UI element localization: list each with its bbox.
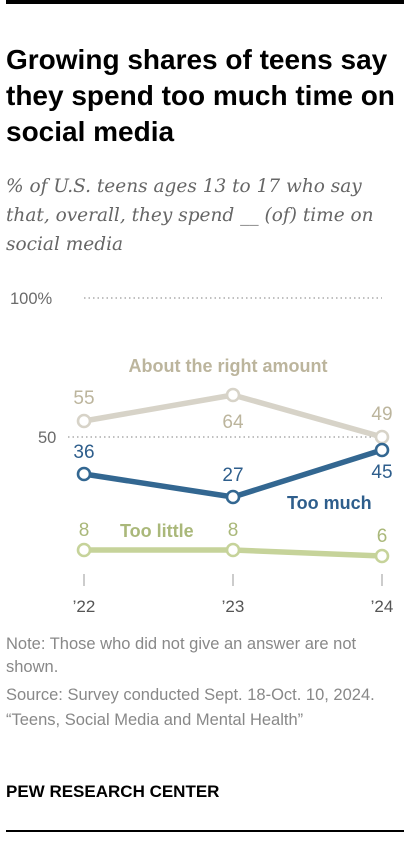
data-label-1-1: 27 xyxy=(222,465,243,486)
data-point-0-0 xyxy=(76,413,92,429)
series-name-label-0: About the right amount xyxy=(129,356,328,376)
data-point-1-2 xyxy=(374,442,390,458)
top-rule xyxy=(6,0,404,4)
y-tick-label-50: 50 xyxy=(38,429,56,447)
line-chart: 100% 50 ’22 ’23 ’24 55 64 49 36 27 45 8 8 6 About the … xyxy=(10,290,394,616)
chart-note: Note: Those who did not give an answer a… xyxy=(6,635,357,676)
data-point-1-0 xyxy=(76,466,92,482)
data-point-1-1 xyxy=(225,489,241,505)
chart-title: Growing shares of teens say they spend t… xyxy=(6,44,395,147)
brand-logo-text: PEW RESEARCH CENTER xyxy=(6,782,220,801)
x-tick-label-2: ’24 xyxy=(371,597,394,616)
data-point-0-1 xyxy=(225,387,241,403)
report-title: “Teens, Social Media and Mental Health” xyxy=(6,711,304,729)
data-point-2-1 xyxy=(225,542,241,558)
data-label-0-0: 55 xyxy=(73,388,94,409)
data-label-2-2: 6 xyxy=(377,526,388,547)
chart-subtitle: % of U.S. teens ages 13 to 17 who say th… xyxy=(6,176,374,255)
data-label-0-2: 49 xyxy=(371,404,392,425)
x-tick-label-0: ’22 xyxy=(73,597,96,616)
data-point-0-2 xyxy=(374,429,390,445)
data-label-0-1: 64 xyxy=(222,412,244,433)
series-name-label-1: Too much xyxy=(287,493,372,513)
series-name-label-2: Too little xyxy=(120,521,194,541)
data-label-2-0: 8 xyxy=(79,520,90,541)
chart-source: Source: Survey conducted Sept. 18-Oct. 1… xyxy=(6,686,375,704)
bottom-rule xyxy=(6,830,404,832)
data-label-1-0: 36 xyxy=(73,442,94,463)
y-tick-label-100: 100% xyxy=(10,290,53,308)
data-label-2-1: 8 xyxy=(228,520,239,541)
notes-block: Note: Those who did not give an answer a… xyxy=(6,633,406,737)
data-point-2-2 xyxy=(374,548,390,564)
data-point-2-0 xyxy=(76,542,92,558)
data-label-1-2: 45 xyxy=(371,462,392,483)
x-tick-label-1: ’23 xyxy=(222,597,245,616)
